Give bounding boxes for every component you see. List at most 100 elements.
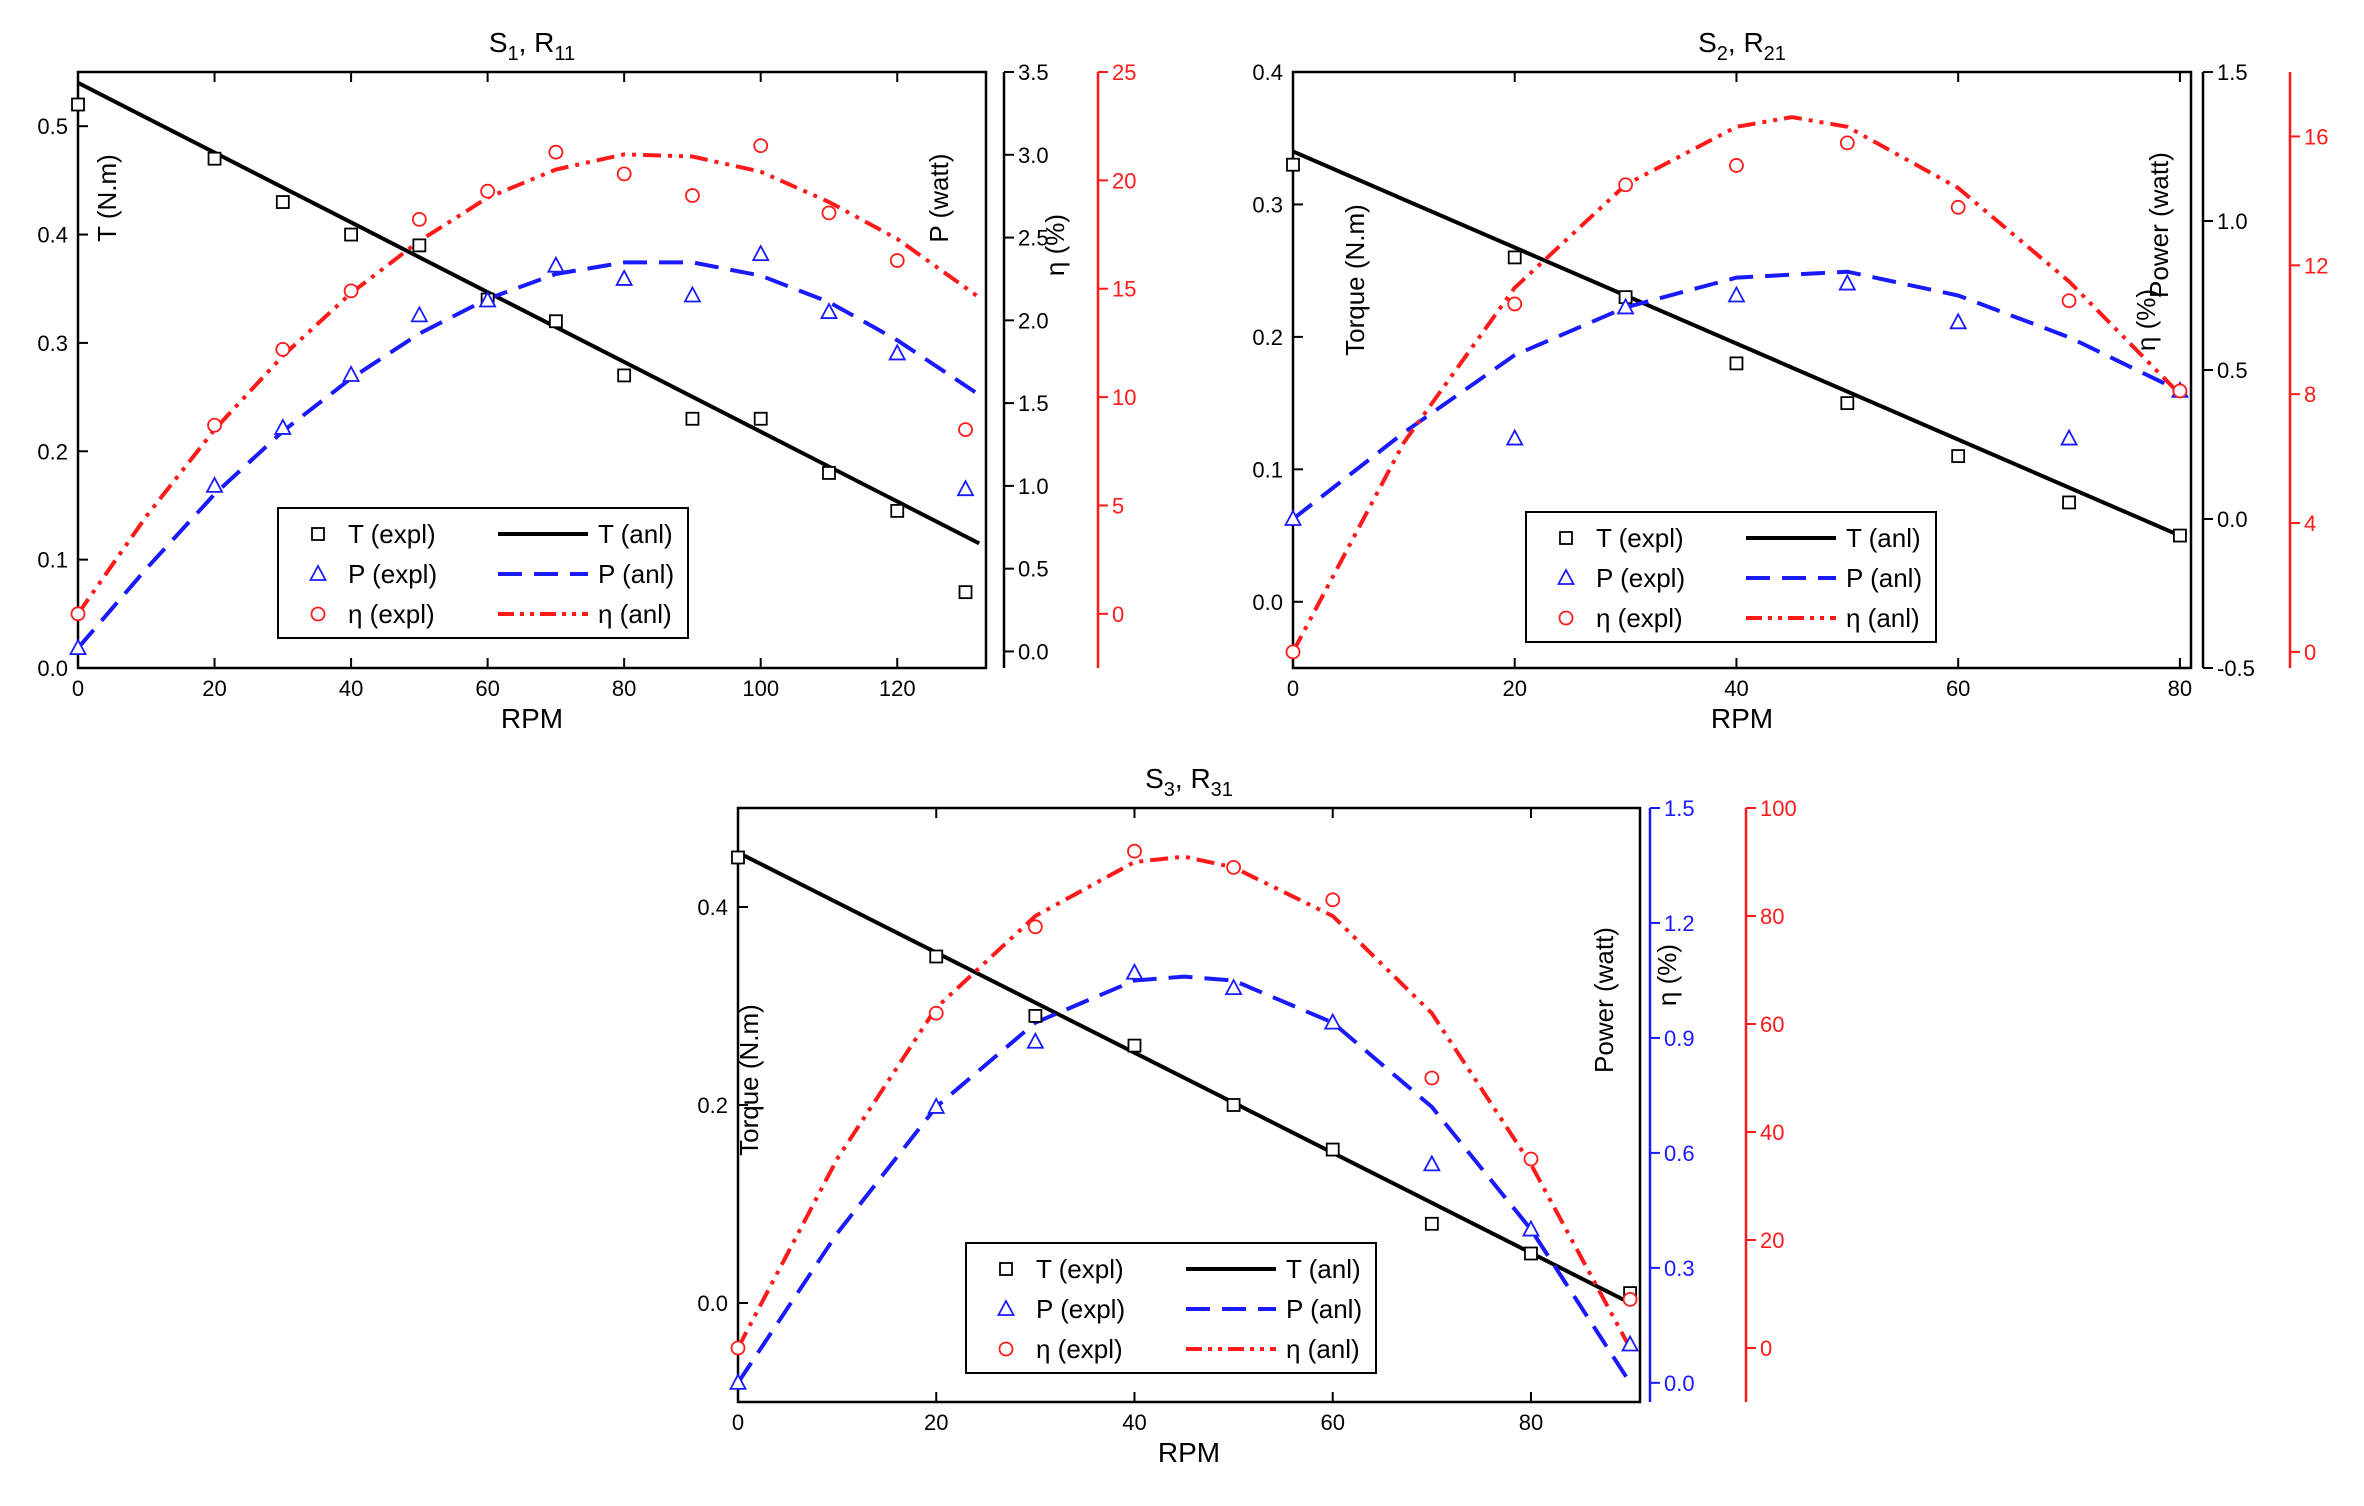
power-expl-point	[546, 255, 565, 273]
x-axis-label: RPM	[1711, 703, 1773, 734]
eta-expl-point	[616, 166, 632, 182]
efficiency-axis-tick-label: 16	[2304, 124, 2328, 149]
torque-expl-point	[1424, 1216, 1439, 1231]
power-axis-tick-label: 3.0	[1018, 143, 1049, 168]
power-expl-point	[342, 365, 361, 382]
legend-label: T (expl)	[1036, 1254, 1124, 1284]
efficiency-axis-tick-label: 12	[2304, 253, 2328, 278]
x-tick-label: 80	[2168, 676, 2192, 701]
eta-expl-point	[2172, 383, 2188, 399]
power-axis-tick-label: 1.0	[2217, 209, 2248, 234]
torque-expl-point	[929, 949, 944, 964]
power-expl-point	[1505, 428, 1524, 446]
x-tick-label: 40	[1724, 676, 1748, 701]
eta-expl-point	[821, 205, 837, 221]
power-axis-tick-label: 0.0	[1018, 639, 1049, 664]
legend-label: P (expl)	[1596, 563, 1685, 593]
power-axis-tick-label: 1.5	[2217, 60, 2248, 85]
torque-expl-point	[311, 527, 325, 541]
y-left-axis-label: Torque (N.m)	[734, 1004, 764, 1156]
torque-expl-point	[1325, 1142, 1340, 1157]
x-tick-label: 80	[612, 676, 636, 701]
power-expl-point	[1838, 273, 1857, 291]
power-axis-label: Power (watt)	[2144, 152, 2174, 298]
legend-label: η (expl)	[348, 599, 435, 629]
eta-expl-point	[1622, 1292, 1638, 1307]
power-axis-tick-label: 0.6	[1664, 1141, 1695, 1166]
torque-expl-point	[1951, 449, 1966, 463]
y-left-tick-label: 0.4	[697, 895, 728, 920]
power-expl-point	[1283, 509, 1303, 526]
eta-expl-point	[1285, 644, 1301, 660]
y-left-tick-label: 0.0	[37, 656, 68, 681]
torque-expl-point	[685, 411, 700, 426]
efficiency-axis-label: η (%)	[2131, 289, 2161, 351]
power-expl-point	[956, 479, 975, 497]
y-left-axis-label: T (N.m)	[92, 154, 122, 242]
torque-expl-point	[890, 503, 905, 518]
power-axis-tick-label: 2.0	[1018, 308, 1049, 333]
efficiency-axis-tick-label: 60	[1760, 1012, 1784, 1037]
eta-expl-point	[998, 1341, 1014, 1357]
efficiency-axis-tick-label: 8	[2304, 382, 2316, 407]
power-anl-line	[738, 974, 1632, 1384]
power-expl-point	[927, 1097, 946, 1114]
eta-expl-point	[1523, 1151, 1539, 1167]
power-expl-point	[205, 475, 224, 493]
eta-expl-point	[928, 1005, 944, 1021]
eta-expl-point	[1325, 892, 1341, 908]
power-expl-point	[615, 269, 634, 286]
eta-expl-point	[275, 342, 291, 357]
power-expl-point	[888, 343, 907, 361]
legend-box	[1525, 511, 1937, 643]
power-expl-point	[1125, 962, 1144, 980]
power-axis-tick-label: 1.5	[1664, 796, 1695, 821]
series-group	[1293, 115, 2182, 653]
legend-box	[277, 507, 689, 639]
power-expl-point	[996, 1299, 1016, 1316]
power-expl-point	[1727, 285, 1746, 303]
legend-label: T (expl)	[1596, 523, 1684, 553]
x-tick-label: 20	[1502, 676, 1526, 701]
x-axis-label: RPM	[1158, 1437, 1220, 1468]
y-left-tick-label: 0.2	[37, 439, 68, 464]
efficiency-axis-tick-label: 20	[1112, 168, 1136, 193]
y-left-tick-label: 0.5	[37, 114, 68, 139]
efficiency-axis-tick-label: 10	[1112, 385, 1136, 410]
torque-expl-point	[753, 411, 768, 426]
y-left-tick-label: 0.3	[37, 331, 68, 356]
efficiency-axis-tick-label: 0	[1112, 602, 1124, 627]
eta-expl-point	[1226, 860, 1242, 875]
power-expl-point	[683, 285, 702, 303]
torque-expl-point	[617, 368, 632, 383]
eta-expl-point	[1618, 177, 1633, 193]
power-expl-point	[308, 564, 328, 581]
chart-title: S3, R31	[1145, 763, 1233, 801]
x-tick-label: 40	[1122, 1410, 1146, 1435]
power-expl-point	[728, 1372, 748, 1390]
power-axis-tick-label: 0.3	[1664, 1256, 1695, 1281]
x-tick-label: 80	[1519, 1410, 1543, 1435]
legend-label: P (anl)	[1846, 563, 1922, 593]
power-expl-point	[1521, 1219, 1540, 1237]
eta-expl-point	[343, 283, 359, 299]
eta-expl-point	[1027, 919, 1043, 935]
power-expl-point	[273, 418, 292, 435]
torque-expl-point	[999, 1262, 1013, 1276]
torque-expl-point	[1286, 157, 1300, 172]
torque-expl-point	[1226, 1098, 1241, 1112]
power-axis-tick-label: 1.2	[1664, 911, 1695, 936]
torque-expl-point	[2062, 495, 2076, 510]
power-expl-point	[819, 302, 838, 319]
power-axis-tick-label: 0.9	[1664, 1026, 1695, 1051]
y-left-tick-label: 0.0	[697, 1291, 728, 1316]
efficiency-axis-tick-label: 100	[1760, 796, 1797, 821]
eta-expl-point	[1127, 843, 1142, 859]
power-expl-point	[1422, 1154, 1441, 1172]
power-expl-point	[68, 638, 88, 656]
legend-label: T (anl)	[598, 519, 673, 549]
power-axis-tick-label: 0.0	[1664, 1371, 1695, 1396]
